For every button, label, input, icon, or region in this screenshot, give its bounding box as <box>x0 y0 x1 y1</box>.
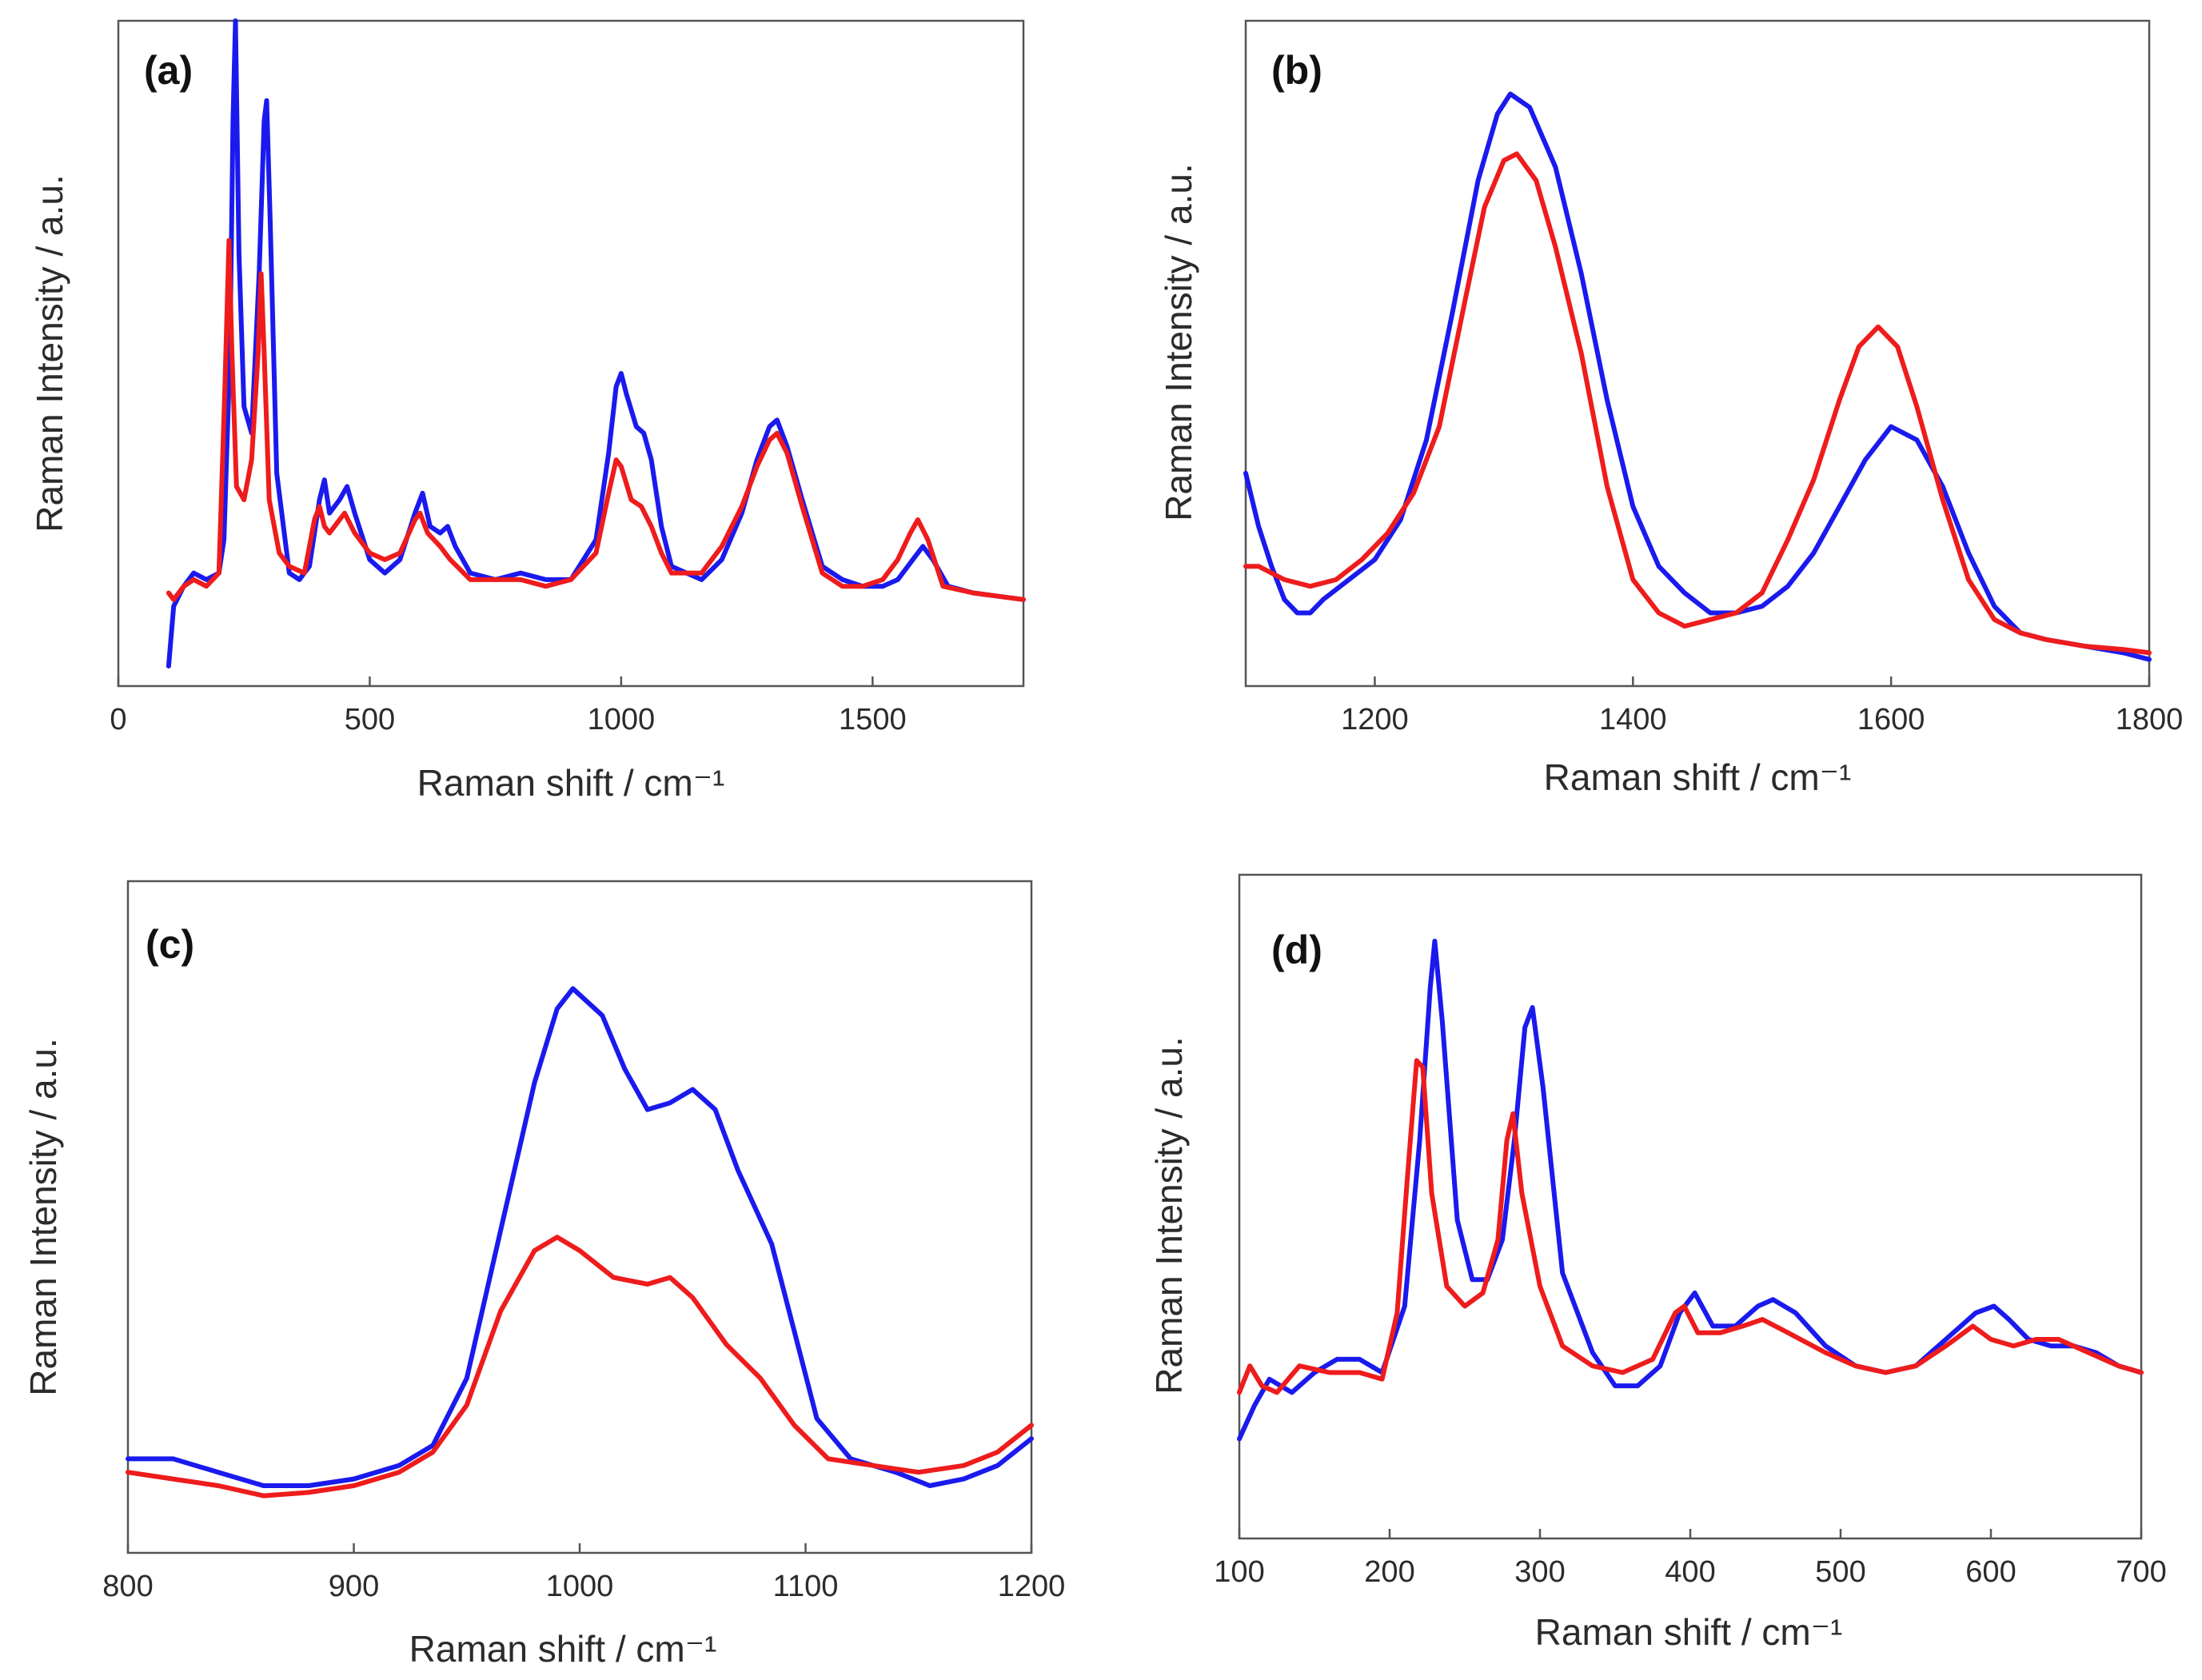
x-tick-label-c-1: 900 <box>329 1570 379 1603</box>
series-line-blue-d <box>1237 939 2144 1442</box>
x-tick-label-b-3: 1800 <box>2116 703 2184 736</box>
x-axis-label-c: Raman shift / cm⁻¹ <box>409 1628 717 1670</box>
plot-frame-a <box>117 19 1025 688</box>
x-tick-label-d-5: 600 <box>1965 1555 2016 1589</box>
x-tick-label-d-2: 300 <box>1514 1555 1565 1589</box>
x-tick-label-d-1: 200 <box>1364 1555 1414 1589</box>
series-line-red-c <box>126 1235 1034 1498</box>
x-tick-label-d-0: 100 <box>1214 1555 1264 1589</box>
panel-label-b: (b) <box>1271 48 1322 93</box>
x-axis-label-b: Raman shift / cm⁻¹ <box>1544 756 1852 798</box>
x-tick-label-d-3: 400 <box>1665 1555 1715 1589</box>
x-tick-label-d-6: 700 <box>2116 1555 2166 1589</box>
panel-label-a: (a) <box>144 48 193 93</box>
panel-d: Raman shift / cm⁻¹ Raman Intensity / a.u… <box>1148 873 2167 1653</box>
plot-frame-b <box>1244 19 2151 688</box>
x-axis-label-d: Raman shift / cm⁻¹ <box>1535 1611 1843 1653</box>
panel-label-d: (d) <box>1271 928 1322 972</box>
plot-frame-c <box>126 880 1033 1554</box>
plot-frame-d <box>1238 873 2143 1540</box>
panel-a: Raman shift / cm⁻¹ Raman Intensity / a.u… <box>29 18 1026 804</box>
y-axis-label-d: Raman Intensity / a.u. <box>1148 1036 1190 1394</box>
x-axis-label-a: Raman shift / cm⁻¹ <box>417 762 725 804</box>
panel-b: Raman shift / cm⁻¹ Raman Intensity / a.u… <box>1158 19 2184 798</box>
y-axis-label-c: Raman Intensity / a.u. <box>22 1038 64 1395</box>
x-tick-label-c-2: 1000 <box>546 1570 614 1603</box>
panel-c: Raman shift / cm⁻¹ Raman Intensity / a.u… <box>22 880 1066 1670</box>
y-axis-label-b: Raman Intensity / a.u. <box>1158 163 1199 521</box>
series-line-red-d <box>1237 1058 2144 1395</box>
series-line-red-a <box>166 237 1026 602</box>
series-line-red-b <box>1243 151 2152 656</box>
x-tick-label-c-3: 1100 <box>773 1570 839 1603</box>
x-tick-label-a-2: 1000 <box>588 703 656 736</box>
series-line-blue-c <box>126 986 1034 1488</box>
x-tick-label-c-0: 800 <box>102 1570 153 1603</box>
x-tick-label-d-4: 500 <box>1815 1555 1865 1589</box>
x-tick-label-b-0: 1200 <box>1341 703 1409 736</box>
series-line-blue-b <box>1243 91 2152 662</box>
x-tick-label-b-2: 1600 <box>1857 703 1925 736</box>
panel-label-c: (c) <box>146 922 194 967</box>
x-tick-label-a-1: 500 <box>345 703 395 736</box>
x-tick-label-c-4: 1200 <box>998 1570 1066 1603</box>
x-tick-label-a-3: 1500 <box>839 703 907 736</box>
y-axis-label-a: Raman Intensity / a.u. <box>29 174 70 532</box>
x-tick-label-b-1: 1400 <box>1599 703 1667 736</box>
x-tick-label-a-0: 0 <box>110 703 126 736</box>
